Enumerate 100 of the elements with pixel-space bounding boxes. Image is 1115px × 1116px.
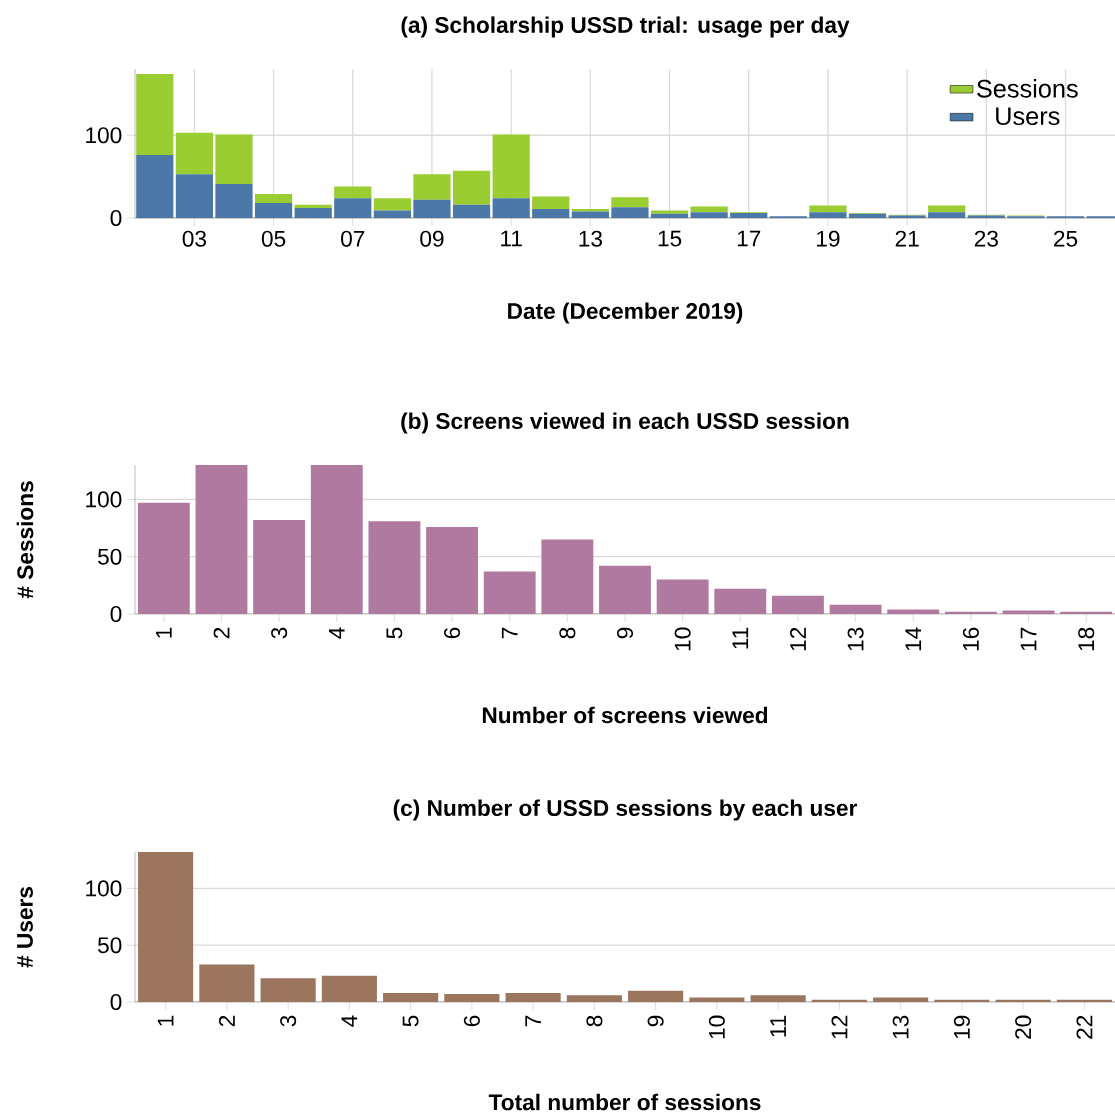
- bar: [566, 995, 622, 1003]
- x-tick-label: 10: [674, 627, 691, 651]
- x-tick-label: 05: [261, 230, 286, 247]
- x-tick-label: 3: [280, 1015, 297, 1027]
- bar: [321, 975, 377, 1003]
- bar: [426, 526, 478, 614]
- x-tick-label: 9: [647, 1015, 664, 1027]
- x-tick-label: 03: [182, 230, 206, 247]
- x-tick-label: 23: [974, 230, 998, 247]
- bar: [690, 212, 728, 218]
- y-tick-label: 0: [110, 209, 122, 227]
- legend-label: Sessions: [977, 79, 1078, 98]
- x-tick-label: 7: [525, 1015, 541, 1027]
- x-tick-label: 1: [157, 1015, 174, 1026]
- x-tick-label: 2: [213, 627, 230, 639]
- x-tick-label: 13: [847, 627, 864, 651]
- x-tick-label: 11: [501, 230, 522, 247]
- x-tick-label: 15: [658, 230, 682, 247]
- bar: [253, 520, 306, 614]
- bar: [413, 174, 451, 200]
- bar: [138, 852, 194, 1003]
- x-tick-label: 8: [559, 627, 576, 639]
- y-tick-label: 0: [110, 993, 122, 1011]
- bar: [136, 73, 174, 156]
- x-tick-label: 25: [1054, 230, 1078, 247]
- bar: [483, 571, 536, 614]
- x-tick-label: 9: [616, 627, 634, 639]
- bar: [368, 521, 421, 614]
- bar: [260, 978, 316, 1003]
- x-tick-label: 3: [271, 627, 288, 639]
- bar: [928, 205, 966, 213]
- bar: [714, 588, 767, 614]
- bar: [730, 213, 768, 218]
- x-tick-label: 22: [1076, 1015, 1093, 1039]
- x-tick-label: 2: [218, 1015, 235, 1027]
- bar: [199, 964, 255, 1003]
- x-tick-label: 4: [328, 627, 345, 639]
- x-tick-label: 17: [1020, 627, 1037, 651]
- bar: [848, 213, 887, 218]
- bar: [492, 198, 530, 218]
- bar: [215, 134, 253, 185]
- x-tick-label: 16: [962, 627, 979, 651]
- chart-title: (a) Scholarship USSD trial: usage per day: [401, 16, 850, 38]
- bar: [373, 210, 411, 218]
- chart-title: (b) Screens viewed in each USSD session: [401, 412, 849, 434]
- bar: [532, 196, 570, 209]
- bar: [873, 997, 929, 1003]
- bar: [334, 198, 372, 218]
- x-tick-label: 20: [1015, 1015, 1032, 1039]
- y-axis-title: # Users: [17, 887, 33, 968]
- bar: [452, 170, 491, 205]
- bar: [175, 132, 213, 175]
- x-tick-label: 6: [463, 1015, 480, 1027]
- bar: [413, 199, 451, 218]
- y-tick-label: 100: [86, 491, 122, 508]
- bar: [294, 208, 332, 218]
- bar: [829, 604, 882, 614]
- x-tick-label: 14: [905, 627, 922, 651]
- x-tick-label: 8: [586, 1015, 603, 1027]
- bar: [611, 197, 649, 208]
- x-tick-label: 19: [817, 230, 840, 247]
- bar: [373, 198, 411, 211]
- bar: [809, 212, 847, 218]
- bar: [505, 992, 561, 1003]
- x-tick-label: 1: [156, 627, 172, 638]
- bar: [452, 204, 491, 218]
- bar: [492, 134, 530, 199]
- bar: [532, 208, 570, 218]
- x-tick-label: 09: [420, 230, 444, 247]
- chart-title: (c) Number of USSD sessions by each user: [393, 799, 858, 821]
- bar: [254, 203, 293, 218]
- x-tick-label: 13: [892, 1015, 909, 1039]
- x-tick-label: 7: [501, 627, 518, 639]
- x-tick-label: 12: [790, 627, 806, 651]
- x-axis-title: Total number of sessions: [488, 1093, 761, 1111]
- x-tick-label: 13: [579, 230, 602, 247]
- x-tick-label: 10: [708, 1015, 725, 1039]
- bar: [750, 995, 806, 1003]
- bar: [571, 211, 609, 218]
- y-tick-label: 50: [97, 937, 122, 954]
- x-tick-label: 5: [402, 1015, 419, 1027]
- bar: [689, 997, 745, 1003]
- bar: [310, 465, 363, 614]
- bar: [599, 565, 651, 614]
- bar: [928, 212, 966, 218]
- bar: [136, 155, 174, 218]
- y-tick-label: 100: [86, 880, 122, 897]
- x-tick-label: 17: [737, 230, 761, 247]
- x-tick-label: 18: [1078, 627, 1095, 651]
- bar: [887, 609, 940, 614]
- bar: [809, 205, 847, 213]
- x-tick-label: 4: [341, 1015, 358, 1027]
- bar: [611, 207, 649, 218]
- bar: [137, 502, 190, 614]
- x-tick-label: 19: [953, 1015, 970, 1039]
- x-tick-label: 5: [386, 627, 403, 639]
- x-axis-title: Number of screens viewed: [482, 706, 768, 724]
- bar: [628, 990, 684, 1003]
- bar: [195, 465, 248, 614]
- legend-label: Users: [996, 107, 1060, 126]
